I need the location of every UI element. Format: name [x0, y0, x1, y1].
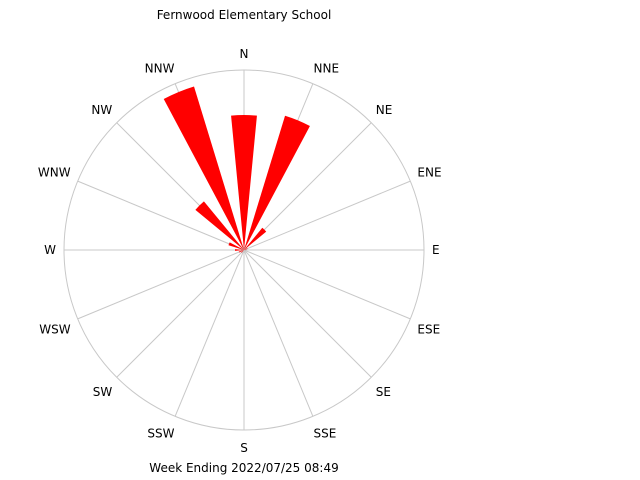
spoke-wsw: [77, 249, 245, 320]
label-ne: NE: [376, 103, 393, 117]
direction-bars: [163, 86, 310, 253]
spoke-wnw: [77, 180, 245, 251]
label-nw: NW: [91, 103, 112, 117]
label-sw: SW: [93, 385, 113, 399]
label-s: S: [240, 441, 248, 455]
spoke-ssw: [174, 249, 245, 417]
label-nnw: NNW: [145, 62, 175, 76]
label-sse: SSE: [314, 426, 337, 440]
chart-subtitle: Week Ending 2022/07/25 08:49: [149, 461, 338, 475]
label-ese: ESE: [417, 323, 440, 337]
label-se: SE: [376, 385, 391, 399]
bar-nw: [195, 201, 244, 250]
bar-nnw: [163, 86, 244, 250]
bar-ene: [244, 248, 248, 250]
label-wnw: WNW: [38, 166, 71, 180]
bar-n: [231, 114, 257, 250]
bar-nne: [244, 115, 310, 250]
bar-ne: [244, 227, 267, 250]
spoke-ne: [243, 122, 372, 251]
spoke-sse: [243, 249, 314, 417]
spoke-ene: [243, 180, 411, 251]
chart-title: Fernwood Elementary School: [157, 8, 332, 22]
direction-labels: N NNE NE ENE E ESE SE SSE S SSW SW WSW W WNW NW NNW: [38, 47, 442, 455]
label-wsw: WSW: [39, 323, 70, 337]
bar-wsw: [238, 250, 244, 253]
spoke-se: [243, 249, 372, 378]
label-n: N: [240, 47, 249, 61]
bar-wnw: [228, 242, 244, 250]
label-nne: NNE: [314, 62, 340, 76]
bar-sw: [241, 250, 244, 253]
spoke-sw: [116, 249, 245, 378]
bar-w: [234, 249, 244, 251]
label-w: W: [44, 243, 56, 257]
spoke-ese: [243, 249, 411, 320]
label-ene: ENE: [417, 166, 441, 180]
label-ssw: SSW: [147, 426, 174, 440]
label-e: E: [432, 243, 440, 257]
